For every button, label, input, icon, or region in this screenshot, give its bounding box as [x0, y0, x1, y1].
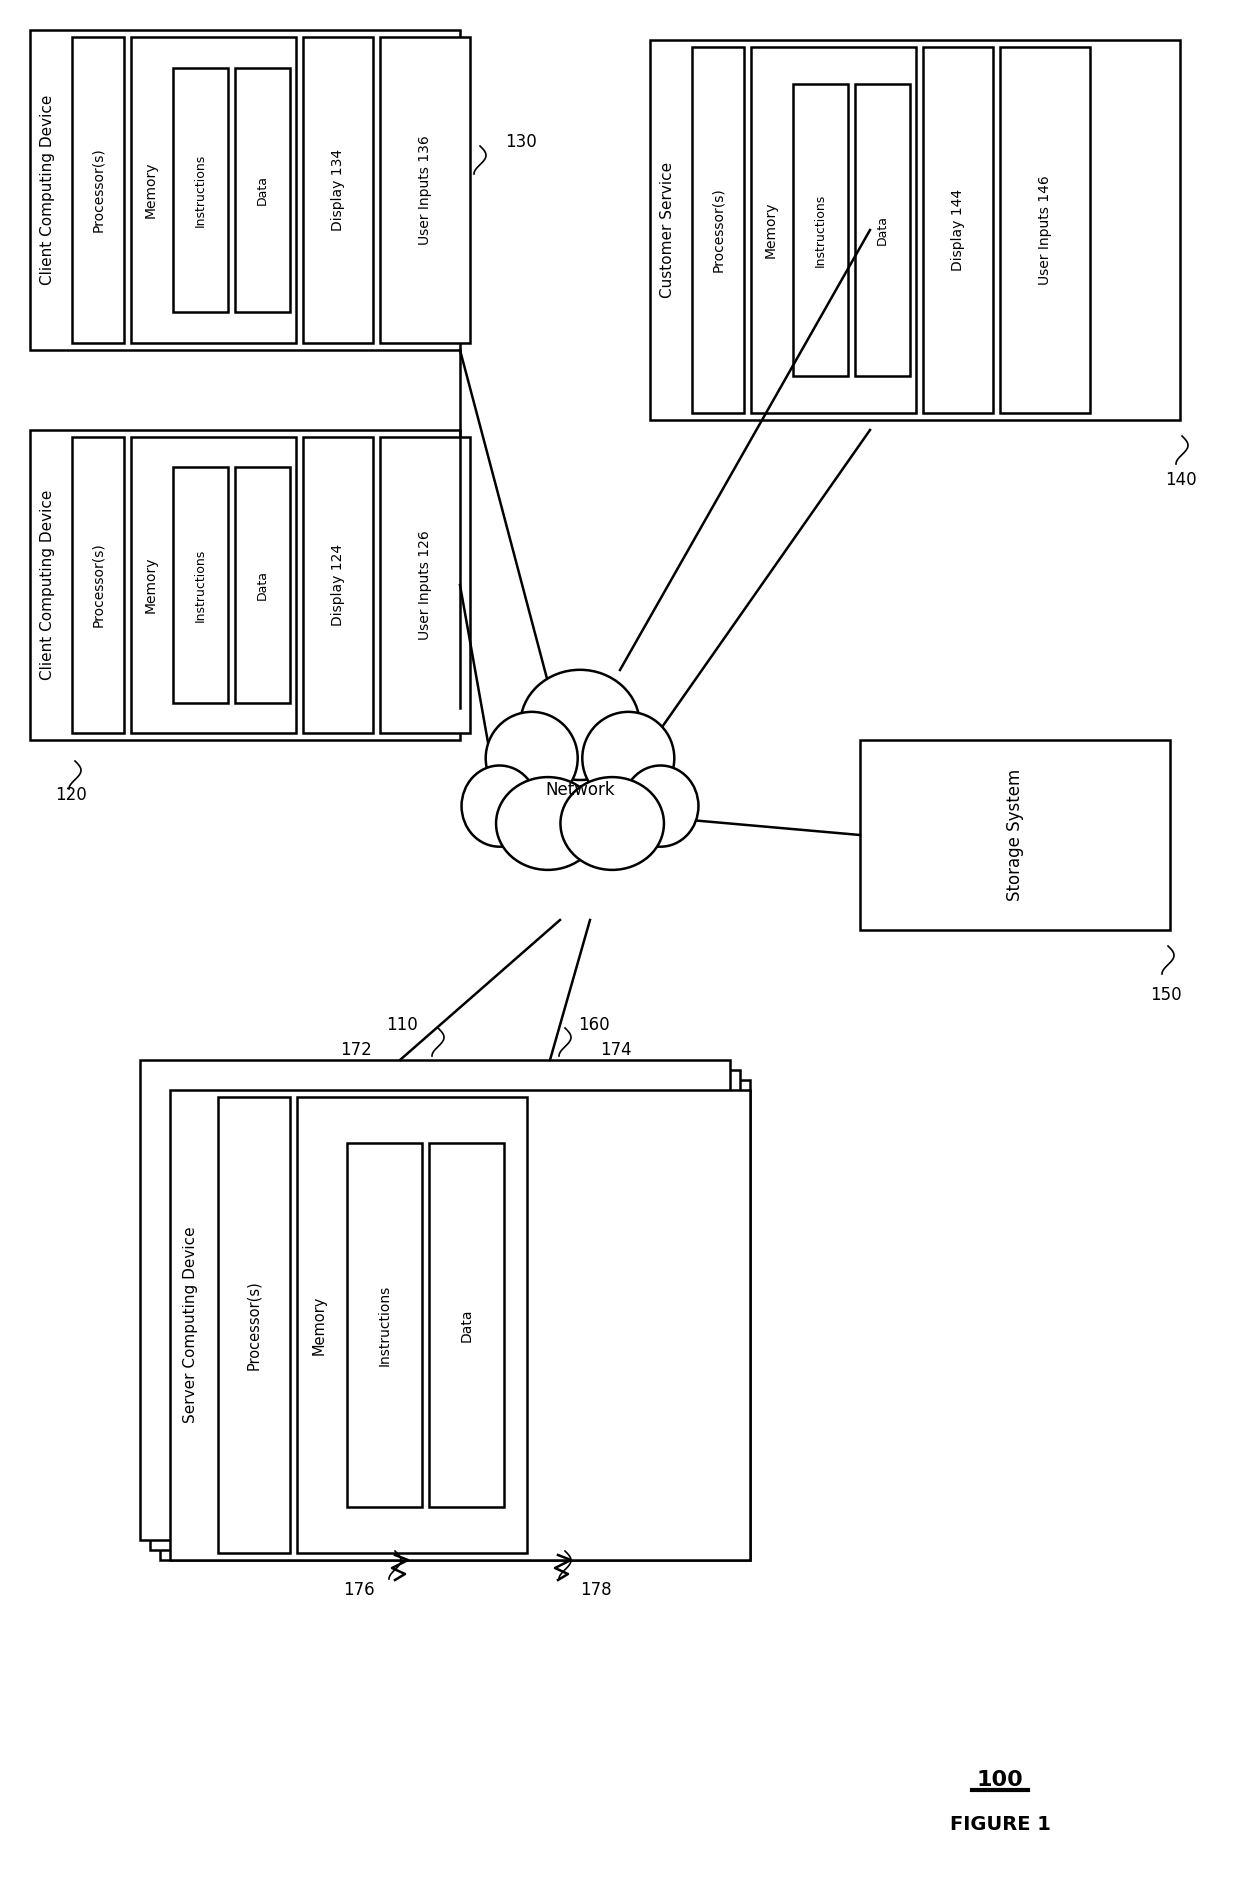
Bar	[131, 36, 296, 343]
Text: 100: 100	[977, 1771, 1023, 1790]
Text: Instructions: Instructions	[377, 1285, 392, 1365]
Ellipse shape	[496, 777, 600, 870]
Text: Client Computing Device: Client Computing Device	[41, 95, 56, 286]
Text: Processor(s): Processor(s)	[91, 543, 105, 628]
Text: Memory: Memory	[311, 1295, 326, 1354]
Bar	[72, 438, 124, 733]
Text: Data: Data	[255, 569, 269, 600]
Text: Instructions: Instructions	[813, 194, 827, 267]
Bar	[236, 69, 290, 312]
Text: User Inputs 126: User Inputs 126	[418, 529, 432, 640]
Bar	[303, 36, 373, 343]
Text: Data: Data	[255, 175, 269, 206]
Bar	[347, 1142, 422, 1508]
Text: Memory: Memory	[144, 556, 157, 613]
Bar	[140, 1061, 730, 1540]
Text: Display 144: Display 144	[951, 188, 965, 270]
Text: Processor(s): Processor(s)	[247, 1279, 262, 1369]
Bar	[160, 1080, 750, 1559]
Text: Memory: Memory	[144, 162, 157, 219]
Bar	[861, 741, 1171, 929]
Text: Memory: Memory	[764, 202, 777, 259]
Text: Instructions: Instructions	[193, 548, 207, 621]
Text: Display 134: Display 134	[331, 149, 345, 230]
Text: Storage System: Storage System	[1006, 769, 1024, 901]
Text: 150: 150	[1149, 986, 1182, 1003]
Text: 176: 176	[343, 1580, 374, 1599]
Bar	[30, 30, 460, 350]
Text: Client Computing Device: Client Computing Device	[41, 489, 56, 680]
Bar	[856, 84, 910, 377]
Bar	[72, 36, 124, 343]
Ellipse shape	[622, 765, 698, 847]
Bar	[379, 36, 470, 343]
Bar	[303, 438, 373, 733]
Ellipse shape	[461, 765, 537, 847]
Ellipse shape	[583, 712, 675, 805]
Text: Display 124: Display 124	[331, 545, 345, 626]
Text: User Inputs 146: User Inputs 146	[1038, 175, 1052, 286]
Bar	[236, 466, 290, 703]
Bar	[692, 48, 744, 413]
Bar	[379, 438, 470, 733]
Text: User Inputs 136: User Inputs 136	[418, 135, 432, 246]
Text: Processor(s): Processor(s)	[91, 149, 105, 232]
Bar	[429, 1142, 503, 1508]
Ellipse shape	[521, 670, 640, 781]
Bar	[999, 48, 1090, 413]
Bar	[218, 1097, 290, 1554]
Text: 130: 130	[505, 133, 537, 150]
Text: 110: 110	[386, 1017, 418, 1034]
Text: 172: 172	[340, 1041, 372, 1059]
Bar	[650, 40, 1180, 421]
Bar	[923, 48, 993, 413]
Bar	[150, 1070, 740, 1550]
Text: 140: 140	[1166, 470, 1197, 489]
Text: Processor(s): Processor(s)	[711, 188, 725, 272]
Text: FIGURE 1: FIGURE 1	[950, 1816, 1050, 1834]
Bar	[30, 430, 460, 741]
Bar	[170, 1089, 750, 1559]
Bar	[751, 48, 916, 413]
Text: Network: Network	[546, 781, 615, 800]
Text: 174: 174	[600, 1041, 631, 1059]
Text: 178: 178	[580, 1580, 611, 1599]
Text: 160: 160	[578, 1017, 610, 1034]
Text: Server Computing Device: Server Computing Device	[182, 1226, 197, 1424]
Ellipse shape	[486, 712, 578, 805]
Bar	[174, 69, 228, 312]
Text: Instructions: Instructions	[193, 154, 207, 227]
Bar	[794, 84, 848, 377]
Bar	[174, 466, 228, 703]
Ellipse shape	[560, 777, 663, 870]
Bar	[131, 438, 296, 733]
Text: Customer Service: Customer Service	[661, 162, 676, 299]
Bar	[298, 1097, 527, 1554]
Text: Data: Data	[875, 215, 889, 246]
Text: Data: Data	[460, 1308, 474, 1342]
Text: 120: 120	[55, 786, 87, 803]
